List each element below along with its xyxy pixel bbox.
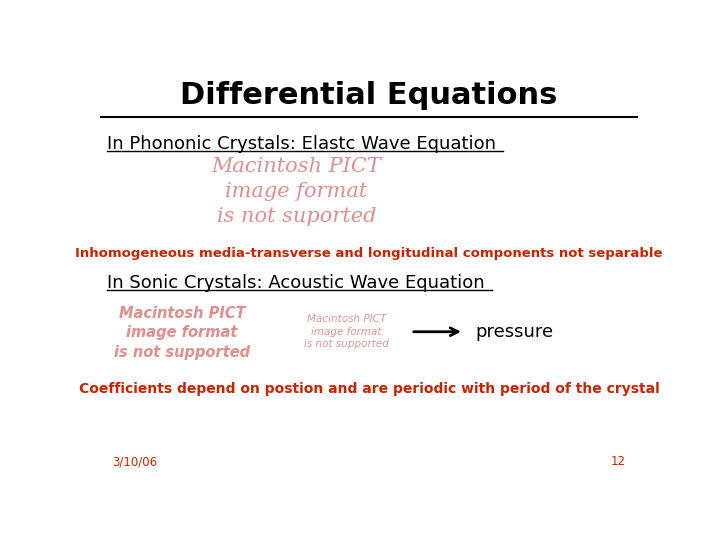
Text: In Sonic Crystals: Acoustic Wave Equation: In Sonic Crystals: Acoustic Wave Equatio… xyxy=(107,274,485,292)
Text: In Phononic Crystals: Elastc Wave Equation: In Phononic Crystals: Elastc Wave Equati… xyxy=(107,135,496,153)
Text: Differential Equations: Differential Equations xyxy=(180,82,558,111)
Text: Coefficients depend on postion and are periodic with period of the crystal: Coefficients depend on postion and are p… xyxy=(78,382,660,396)
Text: pressure: pressure xyxy=(475,323,553,341)
Text: Macintosh PICT
image format
is not suported: Macintosh PICT image format is not supor… xyxy=(212,157,382,226)
Text: Macintosh PICT
image format
is not supported: Macintosh PICT image format is not suppo… xyxy=(305,314,389,349)
Text: Macintosh PICT
image format
is not supported: Macintosh PICT image format is not suppo… xyxy=(114,306,250,360)
Text: 12: 12 xyxy=(611,455,626,468)
Text: 3/10/06: 3/10/06 xyxy=(112,455,158,468)
Text: Inhomogeneous media-transverse and longitudinal components not separable: Inhomogeneous media-transverse and longi… xyxy=(76,247,662,260)
